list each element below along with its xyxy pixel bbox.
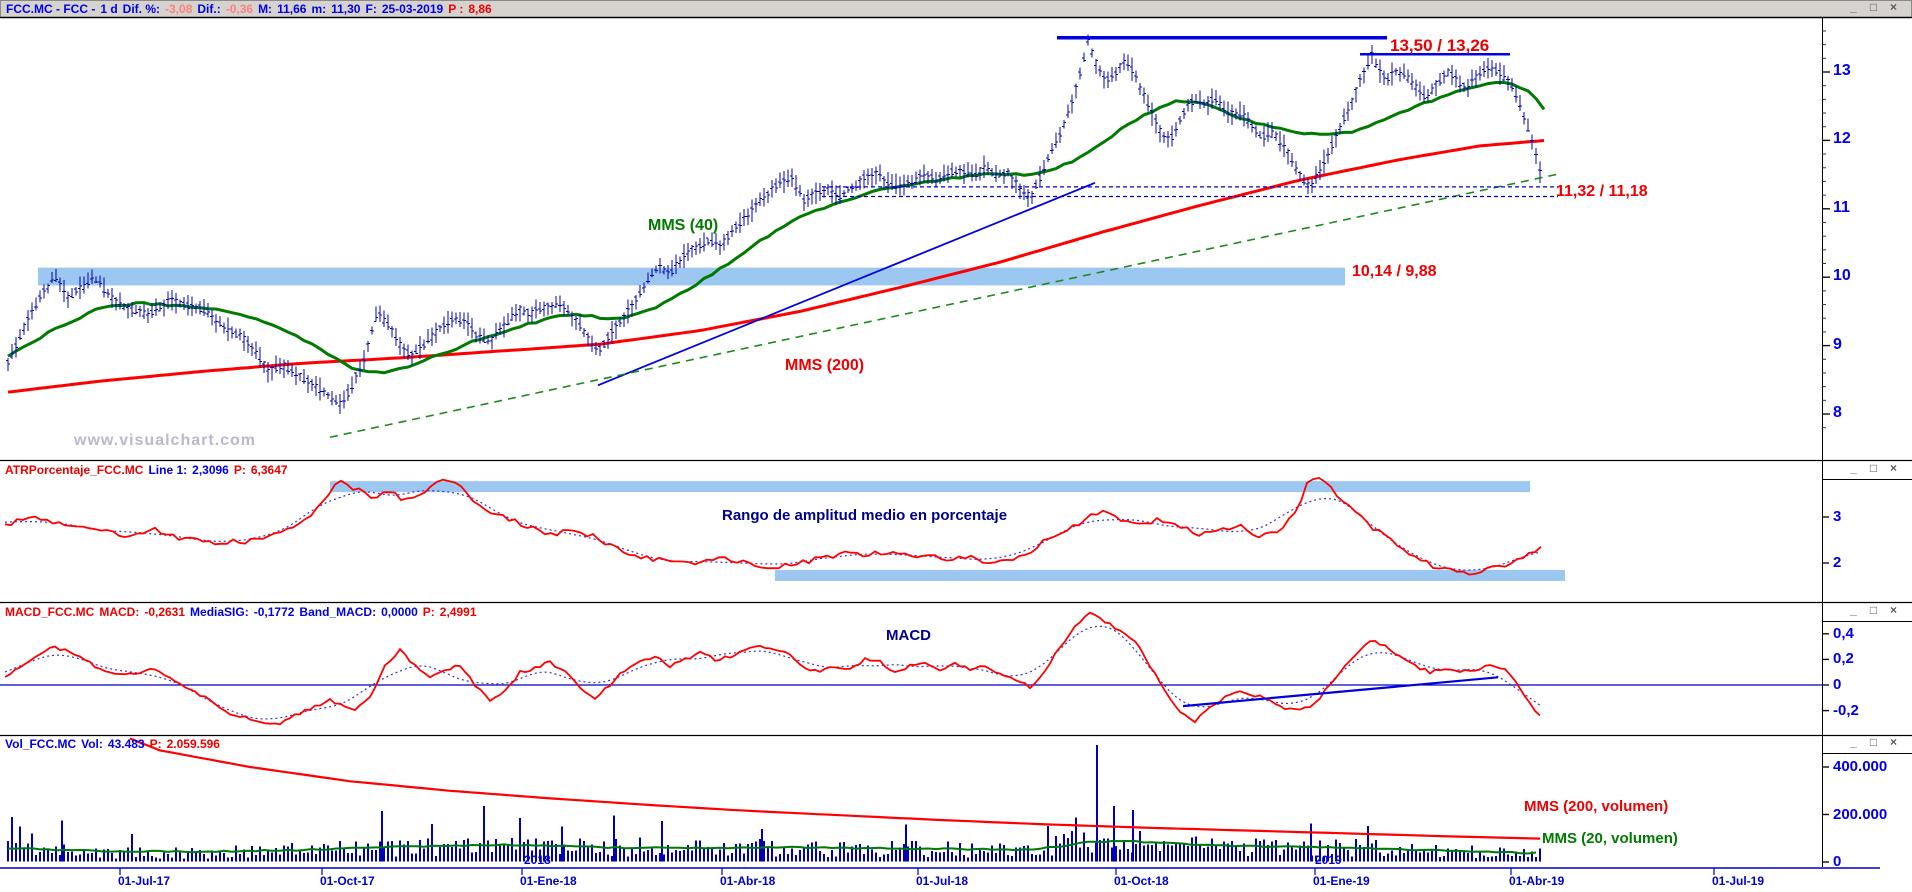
- indicator-name: ATRPorcentaje_FCC.MC: [5, 463, 144, 477]
- symbol-name: FCC.MC - FCC -: [6, 2, 96, 16]
- watermark: www.visualchart.com: [74, 432, 257, 449]
- atr-panel-label: Rango de amplitud medio en porcentaje: [722, 507, 1008, 524]
- high-value: 11,66: [277, 2, 307, 16]
- maximize-icon[interactable]: □: [1869, 603, 1878, 617]
- maximize-icon[interactable]: □: [1869, 0, 1878, 14]
- dif-pct-value: -3,08: [165, 2, 193, 16]
- volume-panel-header: Vol_FCC.MC Vol: 43.483 P: 2.059.596: [5, 737, 225, 751]
- macd-panel-header: MACD_FCC.MC MACD: -0,2631 MediaSIG: -0,1772 B…: [5, 605, 482, 619]
- macd-panel-window-controls: _ □ ×: [1847, 603, 1900, 617]
- p-label: P :: [448, 2, 464, 16]
- close-icon[interactable]: ×: [1889, 0, 1897, 14]
- maximize-icon[interactable]: □: [1869, 461, 1878, 475]
- p-label: P:: [233, 463, 246, 477]
- resistance-level-label: 13,50 / 13,26: [1390, 36, 1490, 55]
- vol-value: 43.483: [107, 737, 145, 751]
- close-icon[interactable]: ×: [1889, 603, 1897, 617]
- macd-panel-label: MACD: [886, 627, 931, 644]
- minimize-icon[interactable]: _: [1850, 735, 1857, 749]
- low-value: 11,30: [331, 2, 361, 16]
- indicator-name: MACD_FCC.MC: [5, 605, 95, 619]
- macd-trendline: [1182, 676, 1499, 708]
- vol-label: Vol:: [81, 737, 103, 751]
- dif-label: Dif.:: [197, 2, 221, 16]
- price-bar-ticks: [6, 39, 1542, 407]
- band-value: 0,0000: [381, 605, 418, 619]
- minimize-icon[interactable]: _: [1850, 603, 1857, 617]
- atr-line: [4, 476, 1542, 576]
- p-value: 2.059.596: [166, 737, 220, 751]
- macd-line: [4, 611, 1541, 726]
- date-label: F:: [365, 2, 377, 16]
- macd-signal-line: [4, 625, 1542, 720]
- line1-label: Line 1:: [148, 463, 188, 477]
- minimize-icon[interactable]: _: [1850, 0, 1857, 14]
- atr-band: [330, 481, 1530, 493]
- chart-background: [0, 17, 1912, 892]
- support-zone-band: [38, 267, 1345, 286]
- high-label: M:: [258, 2, 273, 16]
- mms200-label: MMS (200): [785, 357, 865, 374]
- band-label: Band_MACD:: [299, 605, 377, 619]
- volume-mms20-line: [8, 839, 1537, 855]
- line1-value: 2,3096: [192, 463, 229, 477]
- close-icon[interactable]: ×: [1889, 461, 1897, 475]
- p-value: 6,3647: [250, 463, 288, 477]
- volume-bars: [7, 745, 1541, 862]
- volume-mms200-line: [129, 737, 1541, 840]
- dif-pct-label: Dif. %:: [122, 2, 161, 16]
- atr-panel-window-controls: _ □ ×: [1847, 461, 1900, 475]
- atr-panel-header: ATRPorcentaje_FCC.MC Line 1: 2,3096 P: 6,364…: [5, 463, 293, 477]
- minimize-icon[interactable]: _: [1850, 461, 1857, 475]
- support-level-label: 11,32 / 11,18: [1556, 183, 1648, 200]
- indicator-name: Vol_FCC.MC: [5, 737, 77, 751]
- mms40-line: [7, 81, 1546, 375]
- sig-value: -0,1772: [253, 605, 295, 619]
- volume-panel-window-controls: _ □ ×: [1847, 735, 1900, 749]
- mms40-label: MMS (40): [648, 217, 719, 234]
- p-label: P:: [422, 605, 435, 619]
- blue-trendline: [597, 181, 1096, 387]
- date-value: 25-03-2019: [381, 2, 444, 16]
- maximize-icon[interactable]: □: [1869, 735, 1878, 749]
- close-icon[interactable]: ×: [1889, 735, 1897, 749]
- timeframe: 1 d: [100, 2, 118, 16]
- dif-value: -0,36: [225, 2, 254, 16]
- quote-header: FCC.MC - FCC - 1 d Dif. %: -3,08 Dif.: -0,36 M…: [6, 2, 497, 16]
- sig-label: MediaSIG:: [190, 605, 249, 619]
- volume-mms200-label: MMS (200, volumen): [1524, 798, 1669, 815]
- macd-label: MACD:: [99, 605, 140, 619]
- low-label: m:: [311, 2, 327, 16]
- macd-value: -0,2631: [144, 605, 186, 619]
- p-value: 8,86: [468, 2, 492, 16]
- support-zone-label: 10,14 / 9,88: [1352, 263, 1437, 280]
- price-panel-window-controls: _ □ ×: [1847, 0, 1900, 14]
- atr-band: [775, 569, 1565, 581]
- p-value: 2,4991: [439, 605, 477, 619]
- volume-mms20-label: MMS (20, volumen): [1542, 830, 1678, 847]
- p-label: P:: [149, 737, 162, 751]
